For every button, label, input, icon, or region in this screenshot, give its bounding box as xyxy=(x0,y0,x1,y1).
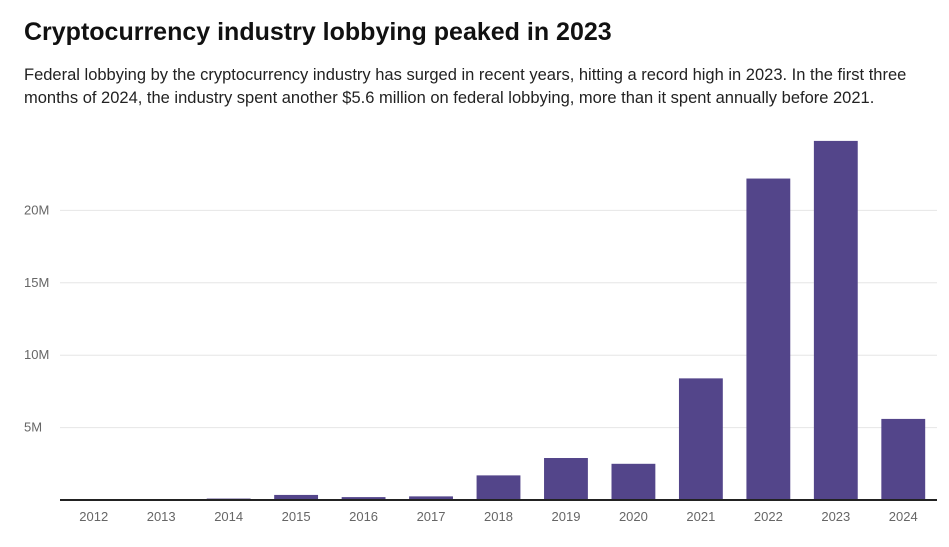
bar-2021 xyxy=(678,378,723,500)
y-axis-ticks: 5M 10M 15M 20M xyxy=(24,202,49,434)
bar-2020 xyxy=(611,463,656,500)
x-tick-label: 2020 xyxy=(619,509,648,524)
y-tick-label: 10M xyxy=(24,347,49,362)
x-tick-label: 2021 xyxy=(686,509,715,524)
x-tick-label: 2015 xyxy=(282,509,311,524)
x-axis-ticks: 2012 2013 2014 2015 2016 2017 2018 2019 2020 2021… xyxy=(79,509,917,524)
y-tick-label: 15M xyxy=(24,275,49,290)
bar-2018 xyxy=(476,475,521,500)
gridlines xyxy=(60,209,937,429)
bar-2024 xyxy=(881,418,926,500)
x-tick-label: 2017 xyxy=(417,509,446,524)
y-tick-label: 5M xyxy=(24,420,42,435)
bar-2016 xyxy=(341,497,386,500)
x-tick-label: 2022 xyxy=(754,509,783,524)
x-tick-label: 2014 xyxy=(214,509,243,524)
x-tick-label: 2024 xyxy=(889,509,918,524)
x-tick-label: 2012 xyxy=(79,509,108,524)
x-tick-label: 2018 xyxy=(484,509,513,524)
bar-2015 xyxy=(274,494,319,500)
chart-subtitle: Federal lobbying by the cryptocurrency i… xyxy=(24,66,907,107)
y-tick-label: 20M xyxy=(24,202,49,217)
bar-2022 xyxy=(746,178,791,500)
bar-2017 xyxy=(409,496,453,500)
x-tick-label: 2016 xyxy=(349,509,378,524)
bar-2019 xyxy=(544,458,588,500)
bar-2023 xyxy=(813,140,858,500)
bars xyxy=(71,140,926,500)
x-tick-label: 2019 xyxy=(552,509,581,524)
x-tick-label: 2013 xyxy=(147,509,176,524)
chart-title: Cryptocurrency industry lobbying peaked … xyxy=(24,18,612,46)
x-tick-label: 2023 xyxy=(821,509,850,524)
